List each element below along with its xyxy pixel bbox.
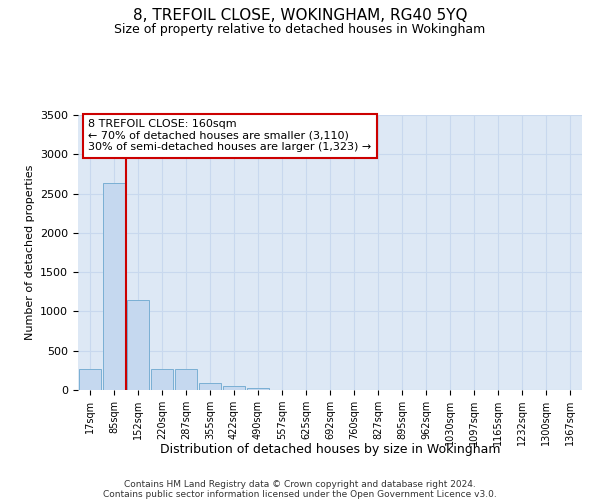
Y-axis label: Number of detached properties: Number of detached properties	[25, 165, 35, 340]
Bar	[175, 369, 197, 390]
Text: Size of property relative to detached houses in Wokingham: Size of property relative to detached ho…	[115, 22, 485, 36]
Text: Contains public sector information licensed under the Open Government Licence v3: Contains public sector information licen…	[103, 490, 497, 499]
Bar	[79, 369, 101, 390]
Bar	[103, 182, 125, 390]
Bar	[223, 386, 245, 390]
Text: 8, TREFOIL CLOSE, WOKINGHAM, RG40 5YQ: 8, TREFOIL CLOSE, WOKINGHAM, RG40 5YQ	[133, 8, 467, 22]
Bar	[199, 383, 221, 390]
Bar	[247, 388, 269, 390]
Bar	[127, 300, 149, 390]
Text: 8 TREFOIL CLOSE: 160sqm
← 70% of detached houses are smaller (3,110)
30% of semi: 8 TREFOIL CLOSE: 160sqm ← 70% of detache…	[88, 119, 371, 152]
Text: Distribution of detached houses by size in Wokingham: Distribution of detached houses by size …	[160, 442, 500, 456]
Text: Contains HM Land Registry data © Crown copyright and database right 2024.: Contains HM Land Registry data © Crown c…	[124, 480, 476, 489]
Bar	[151, 369, 173, 390]
